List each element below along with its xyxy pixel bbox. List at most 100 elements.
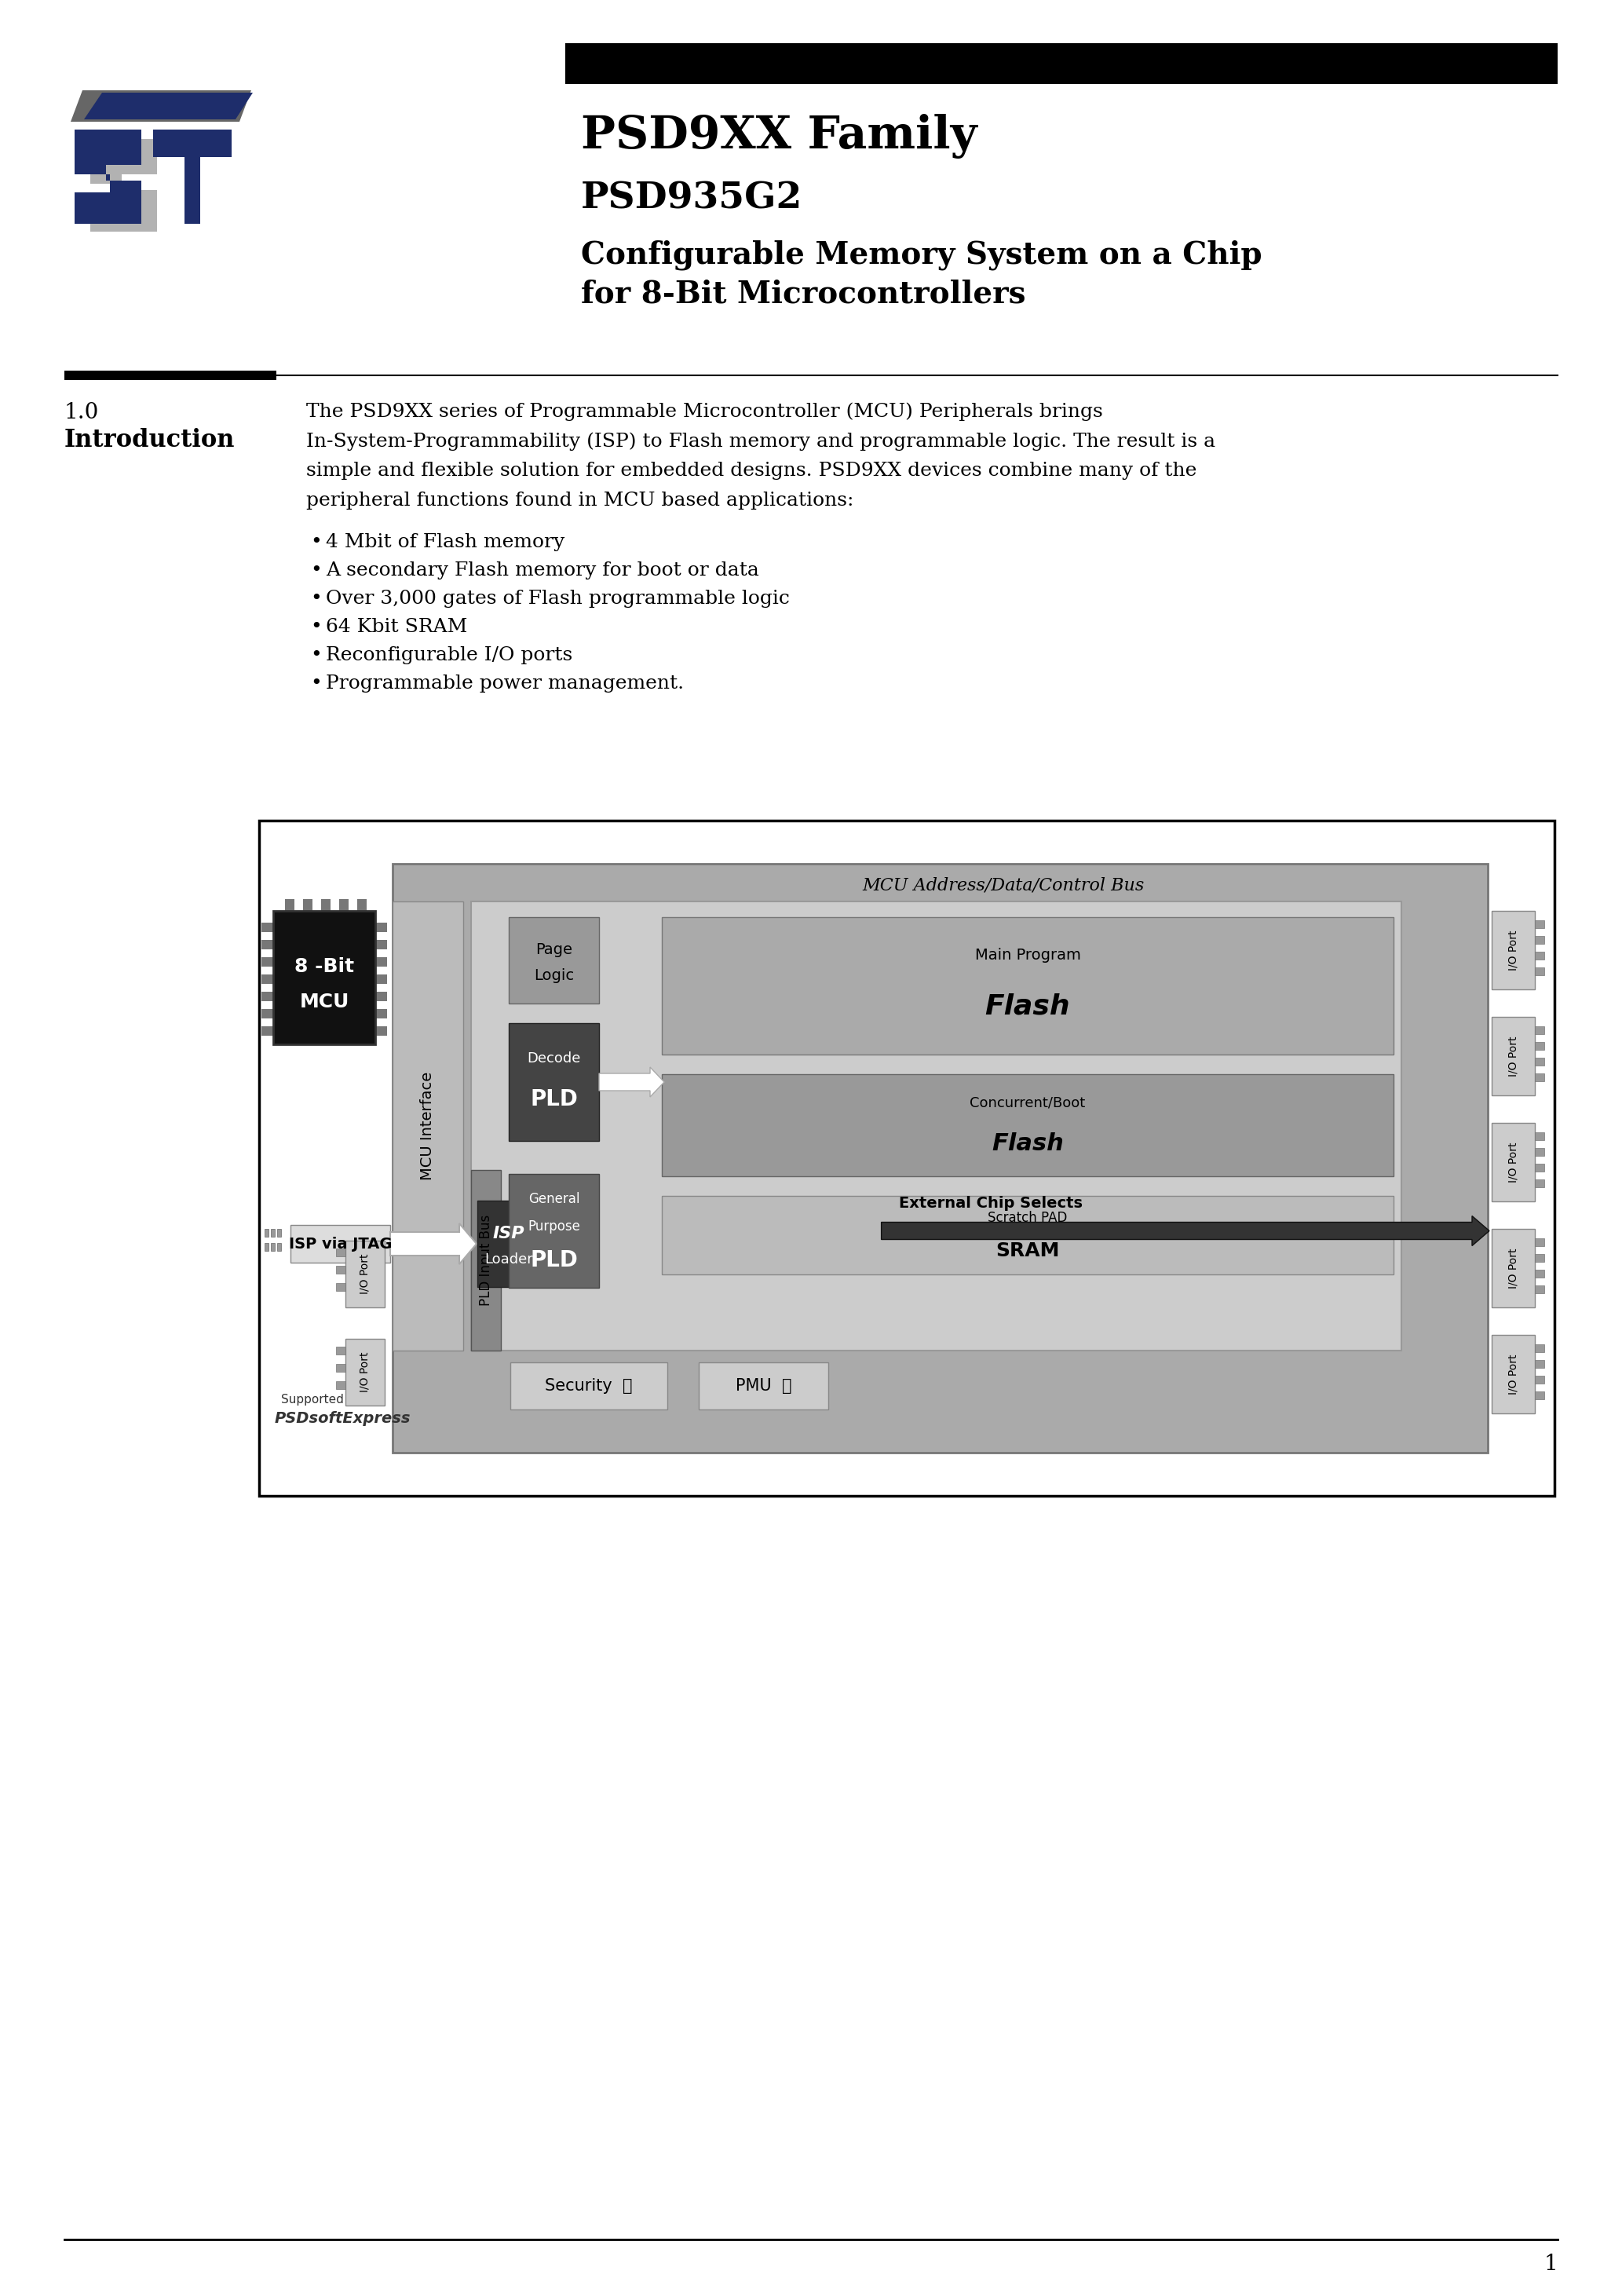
Text: Over 3,000 gates of Flash programmable logic: Over 3,000 gates of Flash programmable l… (326, 590, 790, 608)
Bar (1492, 1228, 1534, 1306)
Bar (261, 957, 272, 967)
Text: PLD: PLD (530, 1088, 577, 1111)
Bar (1534, 1359, 1544, 1368)
Text: In-System-Programmability (ISP) to Flash memory and programmable logic. The resu: In-System-Programmability (ISP) to Flash… (307, 432, 1215, 450)
Bar (357, 900, 367, 912)
Text: 1: 1 (1544, 2255, 1557, 2275)
Text: Supported: Supported (281, 1394, 344, 1405)
Bar (261, 992, 272, 1001)
Bar (662, 1075, 1393, 1176)
Bar (65, 370, 276, 381)
Bar (1534, 1058, 1544, 1065)
Text: PSDsoftExpress: PSDsoftExpress (274, 1412, 410, 1426)
Text: Loader: Loader (485, 1251, 534, 1267)
Bar (477, 1201, 540, 1288)
Text: •: • (310, 563, 321, 579)
Text: General: General (529, 1192, 579, 1205)
Bar (375, 923, 388, 932)
Bar (303, 900, 313, 912)
Text: Security  🔒: Security 🔒 (545, 1378, 633, 1394)
Text: Flash: Flash (991, 1132, 1064, 1155)
Bar (285, 900, 295, 912)
Bar (375, 957, 388, 967)
Polygon shape (71, 90, 251, 122)
Text: •: • (310, 645, 321, 664)
Bar (336, 1348, 345, 1355)
Text: MCU Interface: MCU Interface (420, 1072, 435, 1180)
FancyArrow shape (599, 1068, 663, 1097)
Bar (261, 1008, 272, 1019)
Bar (1534, 1148, 1544, 1155)
Bar (1534, 937, 1544, 944)
Bar (264, 1242, 269, 1251)
Bar (336, 1382, 345, 1389)
Bar (1534, 1132, 1544, 1141)
Text: PLD Input Bus: PLD Input Bus (478, 1215, 493, 1306)
Bar (1534, 1042, 1544, 1049)
Bar (1492, 912, 1534, 990)
Text: Concurrent/Boot: Concurrent/Boot (970, 1095, 1085, 1109)
Bar (470, 1171, 501, 1350)
Bar (699, 1362, 829, 1410)
Text: PSD9XX Family: PSD9XX Family (581, 115, 976, 158)
FancyArrow shape (391, 1224, 477, 1265)
Text: Page: Page (535, 941, 573, 957)
Bar (1534, 1270, 1544, 1277)
Bar (336, 1364, 345, 1371)
Text: simple and flexible solution for embedded designs. PSD9XX devices combine many o: simple and flexible solution for embedde… (307, 461, 1197, 480)
Text: I/O Port: I/O Port (360, 1352, 370, 1391)
Bar (662, 1196, 1393, 1274)
Polygon shape (91, 140, 157, 232)
Bar (509, 1173, 599, 1288)
Bar (564, 44, 1557, 85)
Text: Main Program: Main Program (975, 948, 1080, 962)
Bar (393, 902, 464, 1350)
Bar (271, 1228, 274, 1238)
Bar (375, 974, 388, 985)
Text: 4 Mbit of Flash memory: 4 Mbit of Flash memory (326, 533, 564, 551)
Bar (345, 1339, 384, 1405)
Text: MCU: MCU (300, 992, 349, 1010)
Text: Logic: Logic (534, 969, 574, 983)
Bar (1534, 1375, 1544, 1384)
Bar (290, 1226, 391, 1263)
Text: •: • (310, 533, 321, 551)
Bar (1534, 1286, 1544, 1293)
Polygon shape (75, 129, 141, 223)
Text: PSD935G2: PSD935G2 (581, 181, 803, 216)
Text: •: • (310, 590, 321, 608)
Text: ISP via JTAG: ISP via JTAG (289, 1235, 393, 1251)
Bar (1534, 1343, 1544, 1352)
Text: I/O Port: I/O Port (1508, 1249, 1518, 1288)
Text: Purpose: Purpose (527, 1219, 581, 1233)
Bar (1534, 1075, 1544, 1081)
Text: for 8-Bit Microcontrollers: for 8-Bit Microcontrollers (581, 278, 1025, 308)
Bar (375, 1008, 388, 1019)
Bar (509, 1024, 599, 1141)
Text: Scratch PAD: Scratch PAD (988, 1210, 1067, 1226)
Text: Configurable Memory System on a Chip: Configurable Memory System on a Chip (581, 239, 1262, 269)
Bar (1534, 1238, 1544, 1247)
Bar (345, 1240, 384, 1306)
Text: Reconfigurable I/O ports: Reconfigurable I/O ports (326, 645, 573, 664)
Polygon shape (152, 129, 232, 223)
Text: 64 Kbit SRAM: 64 Kbit SRAM (326, 618, 467, 636)
Bar (321, 900, 331, 912)
Text: Decode: Decode (527, 1052, 581, 1065)
Text: •: • (310, 618, 321, 636)
Bar (336, 1283, 345, 1290)
Text: MCU Address/Data/Control Bus: MCU Address/Data/Control Bus (861, 877, 1144, 895)
Text: peripheral functions found in MCU based applications:: peripheral functions found in MCU based … (307, 491, 853, 510)
Bar (375, 939, 388, 948)
Bar (1534, 967, 1544, 976)
Text: I/O Port: I/O Port (1508, 1035, 1518, 1077)
Text: Introduction: Introduction (65, 427, 235, 452)
Text: 8 -Bit: 8 -Bit (294, 957, 354, 976)
Bar (1534, 1180, 1544, 1187)
Bar (470, 902, 1401, 1350)
Text: Programmable power management.: Programmable power management. (326, 675, 684, 693)
Bar (261, 1026, 272, 1035)
Text: I/O Port: I/O Port (1508, 1141, 1518, 1182)
Bar (662, 916, 1393, 1054)
Text: I/O Port: I/O Port (1508, 930, 1518, 971)
